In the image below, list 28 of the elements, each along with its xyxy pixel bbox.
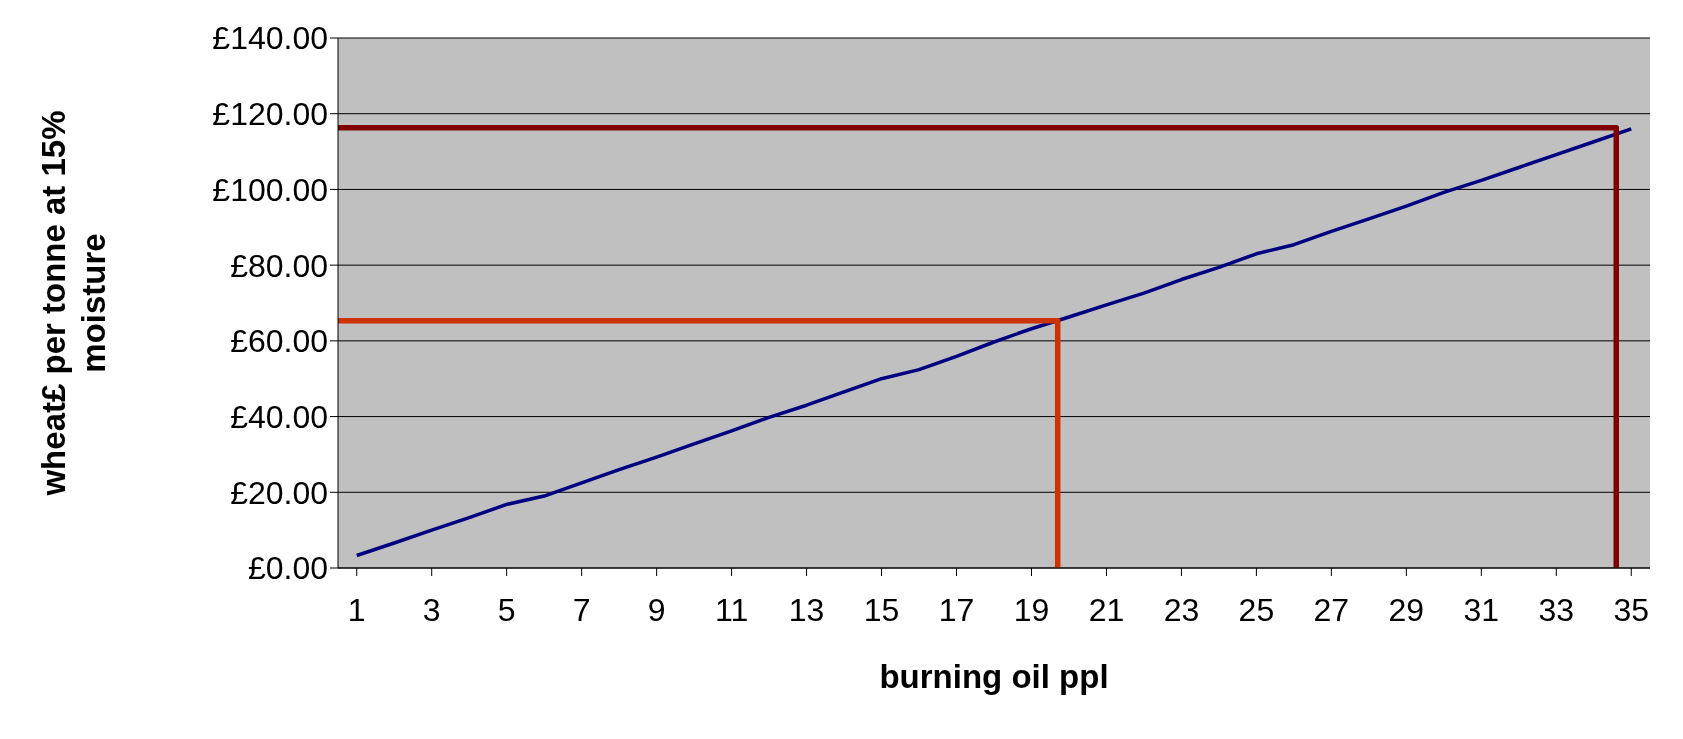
x-tick-label: 29: [1388, 591, 1425, 628]
x-tick-label: 27: [1313, 591, 1350, 628]
x-tick-label: 31: [1463, 591, 1500, 628]
x-tick-label: 5: [497, 591, 516, 628]
y-tick-label: £60.00: [230, 323, 328, 360]
x-tick-label: 19: [1013, 591, 1050, 628]
y-tick-label: £20.00: [230, 474, 328, 511]
y-tick-label: £40.00: [230, 398, 328, 435]
x-tick-label: 7: [572, 591, 591, 628]
x-tick-label: 9: [647, 591, 666, 628]
y-tick-label: £100.00: [212, 171, 328, 208]
x-tick-label: 33: [1538, 591, 1575, 628]
x-tick-label: 15: [863, 591, 900, 628]
y-axis-title: wheat£ per tonne at 15% moisture: [35, 110, 112, 497]
x-tick-label: 17: [938, 591, 975, 628]
x-tick-label: 1: [347, 591, 366, 628]
y-tick-label: £120.00: [212, 96, 328, 133]
x-tick-label: 3: [422, 591, 441, 628]
x-axis-title: burning oil ppl: [879, 658, 1109, 695]
x-tick-label: 21: [1088, 591, 1125, 628]
x-tick-label: 25: [1238, 591, 1275, 628]
x-tick-label: 23: [1163, 591, 1200, 628]
y-tick-label: £80.00: [230, 247, 328, 284]
y-tick-label: £140.00: [212, 20, 328, 57]
x-tick-label: 35: [1613, 591, 1650, 628]
x-tick-label: 13: [788, 591, 825, 628]
x-tick-label: 11: [714, 591, 749, 628]
y-tick-label: £0.00: [247, 550, 328, 587]
